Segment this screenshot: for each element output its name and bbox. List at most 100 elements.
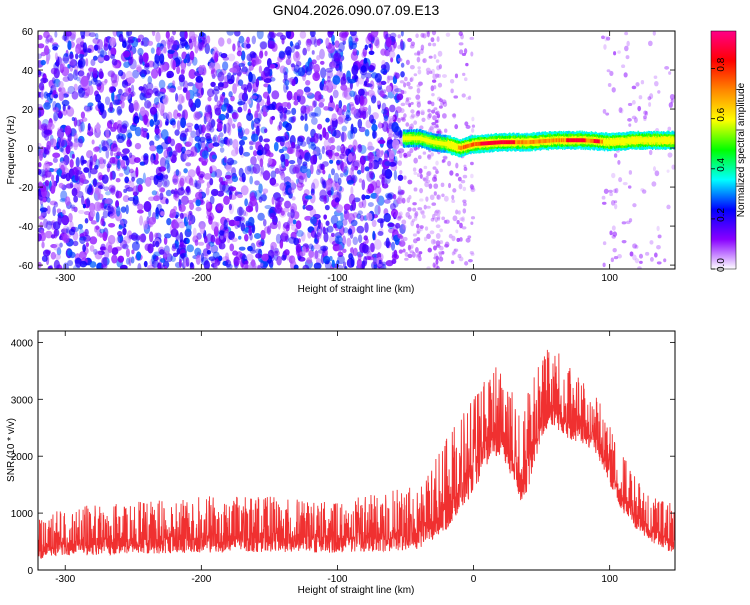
noise-cell <box>103 186 110 192</box>
noise-cell <box>156 66 161 74</box>
signal-core-cell <box>636 138 638 143</box>
noise-cell <box>143 200 152 212</box>
noise-cell <box>233 256 240 267</box>
snr-y-axis-title: SNR (10 * v/v) <box>6 418 17 482</box>
noise-cell <box>438 98 443 102</box>
signal-core-cell <box>441 141 443 146</box>
noise-cell <box>416 230 420 235</box>
signal-core-cell <box>460 145 463 150</box>
noise-cell <box>177 85 183 91</box>
noise-cell <box>372 129 376 140</box>
noise-cell <box>273 141 279 152</box>
noise-cell <box>638 95 643 100</box>
noise-cell <box>165 31 170 39</box>
noise-cell <box>282 221 290 229</box>
noise-cell <box>236 206 244 217</box>
noise-cell <box>464 121 469 127</box>
noise-cell <box>430 238 436 245</box>
noise-cell <box>187 169 196 178</box>
noise-cell <box>452 215 458 222</box>
noise-cell <box>404 251 409 257</box>
noise-cell <box>392 40 397 49</box>
noise-cell <box>304 195 313 200</box>
signal-core-cell <box>570 138 572 143</box>
noise-cell <box>269 77 276 82</box>
signal-core-cell <box>532 139 534 144</box>
noise-cell <box>154 232 159 239</box>
noise-cell <box>172 80 176 87</box>
noise-cell <box>413 187 418 192</box>
noise-cell <box>223 123 227 134</box>
noise-cell <box>290 63 295 68</box>
noise-cell <box>97 193 104 200</box>
noise-cell <box>110 185 116 195</box>
noise-cell <box>382 121 389 133</box>
signal-core-cell <box>558 138 561 143</box>
noise-cell <box>400 142 404 147</box>
noise-cell <box>241 66 248 73</box>
noise-cell <box>240 50 246 61</box>
noise-cell <box>249 233 253 241</box>
noise-cell <box>367 32 373 42</box>
noise-cell <box>238 130 243 139</box>
noise-cell <box>356 78 360 87</box>
noise-cell <box>232 43 236 52</box>
noise-cell <box>304 215 312 221</box>
noise-cell <box>129 168 134 174</box>
signal-core-cell <box>645 138 648 143</box>
noise-cell <box>318 228 322 239</box>
noise-cell <box>169 40 178 51</box>
noise-cell <box>308 142 312 149</box>
signal-core-cell <box>595 139 598 144</box>
signal-core-cell <box>509 140 512 145</box>
noise-cell <box>252 163 261 174</box>
noise-cell <box>621 221 627 225</box>
noise-cell <box>56 141 61 149</box>
noise-cell <box>138 86 144 91</box>
noise-cell <box>157 102 164 112</box>
noise-cell <box>444 219 450 224</box>
noise-cell <box>286 147 294 155</box>
noise-cell <box>240 222 246 232</box>
noise-cell <box>82 203 86 209</box>
noise-cell <box>110 150 114 157</box>
noise-cell <box>430 152 434 157</box>
noise-cell <box>159 192 164 201</box>
noise-cell <box>462 72 466 76</box>
noise-cell <box>43 31 50 39</box>
noise-cell <box>360 109 369 119</box>
noise-cell <box>145 176 152 187</box>
noise-cell <box>342 227 349 234</box>
signal-core-cell <box>661 138 663 143</box>
noise-cell <box>381 167 387 177</box>
noise-cell <box>433 174 437 179</box>
noise-cell <box>317 123 323 130</box>
noise-cell <box>413 73 418 77</box>
noise-cell <box>294 164 303 175</box>
noise-cell <box>372 230 376 241</box>
noise-cell <box>283 71 288 81</box>
signal-core-cell <box>535 139 537 144</box>
noise-cell <box>403 152 408 158</box>
signal-core-cell <box>666 138 668 143</box>
noise-cell <box>400 71 405 78</box>
noise-cell <box>431 31 437 36</box>
noise-cell <box>62 93 69 98</box>
noise-cell <box>256 31 264 40</box>
noise-cell <box>313 244 322 250</box>
noise-cell <box>361 179 366 191</box>
signal-core-cell <box>488 141 490 146</box>
noise-cell <box>185 90 191 101</box>
noise-cell <box>471 116 475 122</box>
noise-cell <box>209 195 215 205</box>
noise-cell <box>125 70 133 82</box>
noise-cell <box>147 76 153 85</box>
noise-cell <box>305 204 314 211</box>
noise-cell <box>281 101 290 107</box>
noise-cell <box>99 184 105 190</box>
noise-cell <box>188 69 196 80</box>
noise-cell <box>611 225 616 231</box>
noise-cell <box>98 157 105 165</box>
signal-core-cell <box>437 140 439 145</box>
noise-cell <box>380 48 387 56</box>
